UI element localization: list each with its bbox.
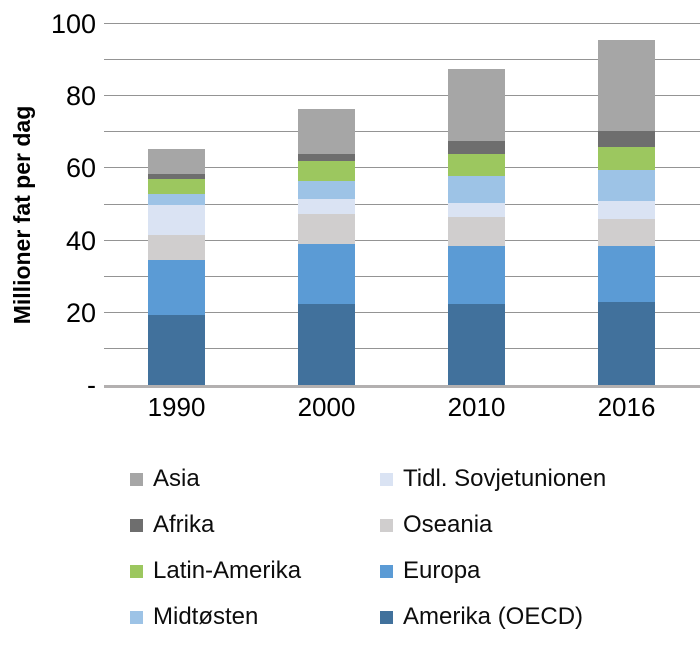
bar-segment-asia [148, 148, 205, 174]
bar-segment-oseania [598, 218, 655, 247]
bar-segment-latin-amerika [298, 161, 355, 182]
gridline [104, 239, 700, 241]
legend-label: Afrika [153, 511, 215, 538]
x-category-label-2010: 2010 [447, 392, 506, 422]
legend-swatch-icon [380, 472, 393, 486]
bar-segment-oseania [148, 235, 205, 261]
bar-segment-amerika-oecd- [598, 301, 655, 385]
bar-segment-afrika [148, 173, 205, 180]
legend-item-asia: Asia [130, 464, 301, 494]
legend-swatch-icon [130, 610, 143, 624]
y-tick-label-80: 80 [65, 81, 96, 112]
legend-label: Tidl. Sovjetunionen [403, 465, 607, 492]
gridline [104, 275, 700, 277]
legend-label: Amerika (OECD) [403, 603, 584, 630]
bar-2010 [448, 69, 505, 385]
bar-segment-midt-sten [598, 170, 655, 201]
bar-segment-latin-amerika [448, 154, 505, 176]
bar-segment-amerika-oecd- [148, 314, 205, 385]
legend-item-tidl-sovjetunionen: Tidl. Sovjetunionen [380, 464, 606, 494]
gridline [104, 167, 700, 169]
bar-2000 [298, 108, 355, 385]
bar-segment-tidl-sovjetunionen [298, 199, 355, 214]
gridline [104, 203, 700, 205]
bar-2016 [598, 40, 655, 385]
bar-segment-midt-sten [448, 175, 505, 203]
gridline [104, 347, 700, 349]
bar-segment-latin-amerika [148, 179, 205, 194]
bar-segment-asia [298, 108, 355, 154]
x-category-label-2000: 2000 [297, 392, 356, 422]
bar-segment-tidl-sovjetunionen [148, 204, 205, 236]
bar-segment-oseania [298, 213, 355, 245]
bar-segment-midt-sten [298, 181, 355, 200]
legend-swatch-icon [130, 518, 143, 532]
legend-label: Midtøsten [153, 603, 259, 630]
legend-item-midt-sten: Midtøsten [130, 602, 301, 632]
legend-item-latin-amerika: Latin-Amerika [130, 556, 301, 586]
x-category-label-2016: 2016 [597, 392, 656, 422]
bar-segment-europa [598, 246, 655, 302]
legend-item-afrika: Afrika [130, 510, 301, 540]
x-axis-line [104, 385, 700, 388]
legend-column-right: Tidl. Sovjetunionen Oseania Europa Amerika … [380, 464, 606, 648]
bar-segment-europa [148, 260, 205, 315]
gridline [104, 131, 700, 133]
legend-column-left: Asia Afrika Latin-Amerika Midtøsten [130, 464, 301, 648]
legend-item-europa: Europa [380, 556, 606, 586]
legend-swatch-icon [380, 564, 393, 578]
bar-segment-europa [448, 246, 505, 304]
bar-segment-amerika-oecd- [298, 303, 355, 385]
bar-segment-oseania [448, 217, 505, 247]
y-tick-label-40: 40 [65, 225, 96, 256]
legend-label: Latin-Amerika [153, 557, 302, 584]
legend-label: Europa [403, 557, 481, 584]
bar-segment-afrika [298, 154, 355, 162]
x-category-label-1990: 1990 [147, 392, 206, 422]
bar-segment-amerika-oecd- [448, 303, 505, 385]
legend-label: Asia [153, 465, 200, 492]
gridline [104, 95, 700, 97]
legend-item-amerika-oecd-: Amerika (OECD) [380, 602, 606, 632]
bar-segment-asia [598, 40, 655, 131]
legend-swatch-icon [130, 564, 143, 578]
plot-area [104, 23, 700, 388]
gridline [104, 311, 700, 313]
y-tick-label-100: 100 [50, 9, 96, 39]
bar-segment-tidl-sovjetunionen [448, 202, 505, 218]
bar-segment-latin-amerika [598, 146, 655, 171]
y-axis-title: Millioner fat per dag [9, 105, 35, 325]
bar-1990 [148, 148, 205, 385]
legend-swatch-icon [380, 610, 393, 624]
y-tick-label-0: - [87, 370, 96, 400]
bar-segment-asia [448, 69, 505, 142]
bar-segment-afrika [448, 141, 505, 154]
y-tick-label-60: 60 [65, 153, 96, 184]
legend-swatch-icon [380, 518, 393, 532]
legend-swatch-icon [130, 472, 143, 486]
gridline [104, 23, 700, 24]
bar-segment-tidl-sovjetunionen [598, 200, 655, 219]
bar-segment-midt-sten [148, 193, 205, 205]
bar-segment-afrika [598, 130, 655, 147]
y-tick-label-20: 20 [65, 297, 96, 328]
legend-item-oseania: Oseania [380, 510, 606, 540]
bar-segment-europa [298, 244, 355, 304]
gridline [104, 59, 700, 61]
legend-label: Oseania [403, 511, 493, 538]
